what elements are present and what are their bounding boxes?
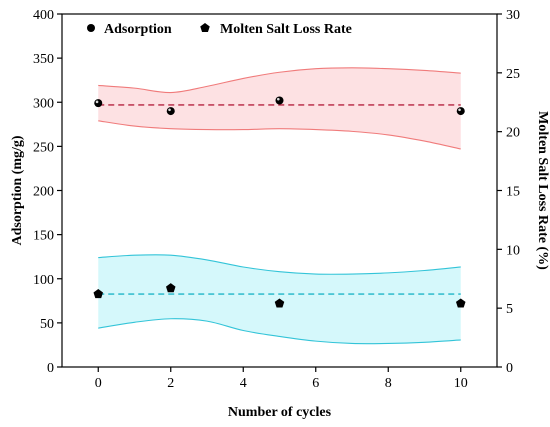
adsorption-point [275,96,284,105]
x-axis-title: Number of cycles [228,405,332,420]
salt-loss-point [274,298,285,308]
salt-loss-point [93,289,104,299]
y-right-tick-label: 15 [506,185,520,200]
adsorption-point-highlight [95,100,99,104]
adsorption-point-highlight [168,108,171,112]
y-right-tick-label: 30 [506,8,520,23]
legend-label-adsorption: Adsorption [104,22,172,37]
y-axis-left-title: Adsorption (mg/g) [10,135,25,245]
band-lower-1 [98,318,461,345]
x-tick-label: 10 [454,376,468,391]
y-left-tick-label: 50 [40,317,54,332]
adsorption-point-highlight [277,97,280,101]
y-left-tick-label: 400 [33,8,54,23]
x-tick-label: 0 [95,376,102,391]
y-right-tick-label: 5 [506,302,513,317]
band-upper-1 [98,254,461,275]
data-markers [93,96,466,308]
mean-lines [98,104,461,295]
y-left-tick-label: 250 [33,140,54,155]
adsorption-point [166,107,175,116]
y-left-tick-label: 200 [33,185,54,200]
salt-loss-point [455,298,466,308]
x-tick-label: 8 [385,376,392,391]
legend-marker-salt-loss [200,23,210,33]
axis-ticks: 0 2 4 6 8 10050100150200250300350400051015202… [33,8,520,391]
y-left-tick-label: 0 [47,361,54,376]
legend: Adsorption Molten Salt Loss Rate [87,22,352,37]
x-tick-label: 2 [167,376,174,391]
y-left-tick-label: 100 [33,273,54,288]
y-right-tick-label: 10 [506,243,520,258]
legend-label-salt-loss: Molten Salt Loss Rate [220,22,352,37]
legend-marker-adsorption [87,24,95,32]
y-axis-right-title: Molten Salt Loss Rate (%) [535,111,550,270]
adsorption-point [94,99,103,108]
y-left-tick-label: 350 [33,52,54,67]
salt-loss-point [165,283,176,293]
y-left-tick-label: 300 [33,96,54,111]
adsorption-point-highlight [458,108,461,112]
y-right-tick-label: 0 [506,361,513,376]
y-left-tick-label: 150 [33,229,54,244]
band-upper-0 [98,67,461,94]
x-tick-label: 4 [240,376,247,391]
y-right-tick-label: 20 [506,126,520,141]
x-tick-label: 6 [312,376,319,391]
y-right-tick-label: 25 [506,67,520,82]
band-fill-0 [98,67,461,150]
adsorption-point [456,107,465,116]
band-lower-0 [98,120,461,150]
